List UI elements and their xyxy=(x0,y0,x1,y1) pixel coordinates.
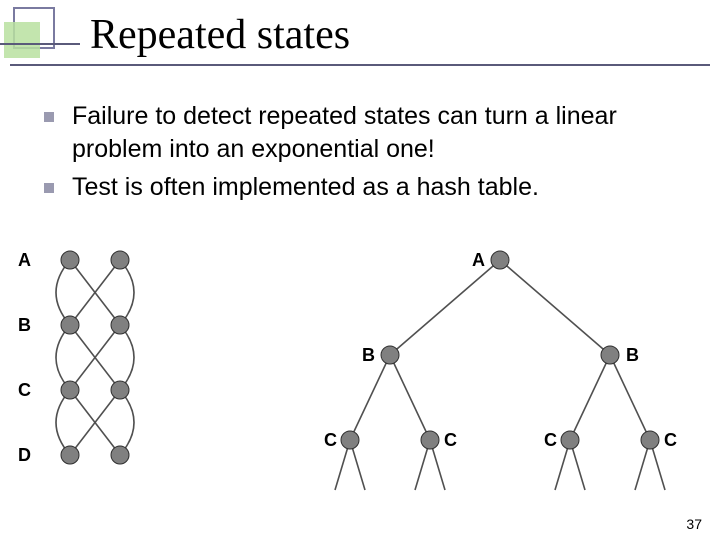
bullet-item: Test is often implemented as a hash tabl… xyxy=(44,171,680,204)
title-underline xyxy=(10,64,710,66)
svg-text:A: A xyxy=(18,250,31,270)
svg-text:B: B xyxy=(362,345,375,365)
right-tree: A B B C C C C xyxy=(324,250,677,490)
content-area: Failure to detect repeated states can tu… xyxy=(0,70,720,204)
slide-title: Repeated states xyxy=(90,11,350,59)
svg-text:B: B xyxy=(18,315,31,335)
svg-text:B: B xyxy=(626,345,639,365)
bullet-text: Test is often implemented as a hash tabl… xyxy=(72,171,539,204)
left-graph: A B C D xyxy=(18,250,134,465)
svg-text:C: C xyxy=(324,430,337,450)
bullet-item: Failure to detect repeated states can tu… xyxy=(44,100,680,165)
diagram-svg: A B C D A B B C C C C xyxy=(0,240,720,500)
svg-text:A: A xyxy=(472,250,485,270)
svg-text:D: D xyxy=(18,445,31,465)
svg-text:C: C xyxy=(544,430,557,450)
bullet-marker-icon xyxy=(44,183,54,193)
bullet-text: Failure to detect repeated states can tu… xyxy=(72,100,680,165)
title-decoration-icon xyxy=(0,0,80,70)
bullet-marker-icon xyxy=(44,112,54,122)
svg-text:C: C xyxy=(664,430,677,450)
svg-text:C: C xyxy=(444,430,457,450)
svg-text:C: C xyxy=(18,380,31,400)
page-number: 37 xyxy=(686,516,702,532)
title-bar: Repeated states xyxy=(0,0,720,70)
